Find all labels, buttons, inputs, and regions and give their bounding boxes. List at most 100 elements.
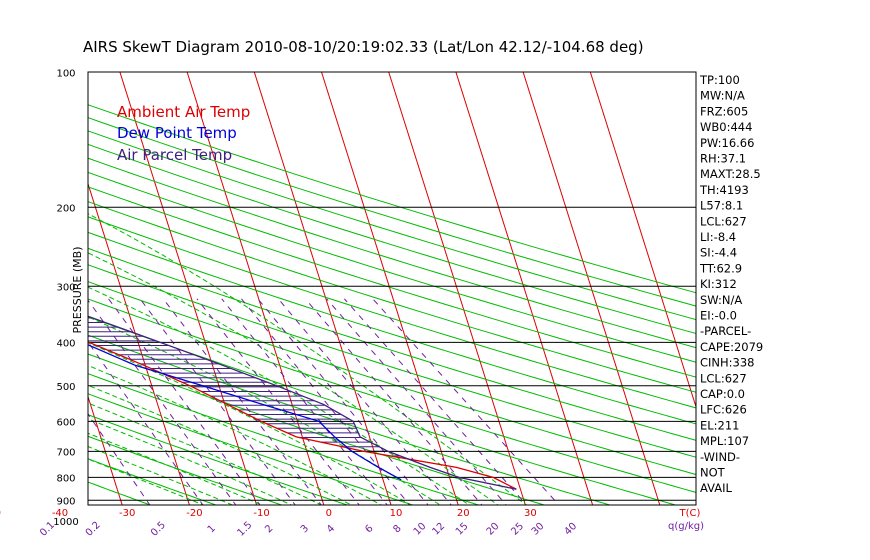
profiles [88, 315, 517, 490]
pressure-tick-label: 300 [56, 282, 75, 293]
dry-adiabat [88, 186, 696, 378]
isotherm-line [119, 72, 258, 505]
dry-adiabat [88, 353, 546, 505]
pressure-tick-label: 100 [56, 68, 75, 79]
mixing-ratio-label: 1.5 [236, 520, 255, 539]
isotherm-line [320, 72, 459, 505]
dry-adiabat [88, 247, 696, 441]
legend-dewpoint: Dew Point Temp [117, 124, 237, 142]
dry-adiabat [88, 117, 696, 307]
index-value: L57:8.1 [700, 199, 743, 213]
index-value: MPL:107 [700, 434, 749, 448]
mixing-ratio-label: 25 [509, 521, 526, 538]
bottom-temp-tick: -50 [0, 508, 1, 519]
index-value: SW:N/A [700, 293, 742, 307]
plot-frame [87, 71, 697, 506]
index-value: -PARCEL- [700, 324, 751, 338]
mixing-ratio-line [88, 341, 204, 505]
pressure-tick-label: 1000 [53, 517, 78, 528]
mixing-unit-label: q(g/kg) [668, 521, 704, 532]
mixing-ratio-label: 0.2 [84, 520, 103, 539]
mixing-ratio-label: 20 [485, 521, 502, 538]
dry-adiabat [88, 130, 696, 321]
dry-adiabat [88, 334, 612, 505]
mixing-ratio-label: 40 [562, 521, 579, 538]
isotherm-line [0, 52, 65, 536]
pressure-tick-label: 200 [56, 203, 75, 214]
mixing-ratio-label: 30 [530, 521, 547, 538]
moist-adiabat [88, 252, 499, 505]
mixing-ratio-label: 12 [430, 521, 447, 538]
bottom-temp-tick: -20 [186, 508, 202, 519]
pressure-tick-label: 700 [56, 447, 75, 458]
isotherm-line [88, 395, 123, 505]
bottom-temp-tick: 0 [326, 508, 332, 519]
mixing-ratio-label: 6 [363, 523, 375, 535]
dry-adiabat [88, 435, 284, 505]
dry-adiabat [88, 231, 696, 425]
index-value: TP:100 [699, 73, 740, 87]
pressure-tick-label: 800 [56, 473, 75, 484]
mixing-ratio-line [344, 298, 528, 505]
index-value: SI:-4.4 [700, 246, 737, 260]
isotherm-line [589, 72, 696, 409]
index-value: EL:211 [700, 418, 740, 432]
mixing-ratio-label: 8 [392, 523, 404, 535]
dry-adiabat [88, 201, 696, 393]
mixing-ratio-line [304, 298, 483, 505]
dewpoint-line [88, 344, 402, 481]
mixing-ratio-line [139, 298, 296, 505]
dry-adiabat [88, 264, 696, 458]
index-value: WB0:444 [700, 120, 752, 134]
dry-adiabat [88, 171, 696, 363]
y-axis-label: PRESSURE (MB) [71, 247, 84, 334]
index-value: NOT [700, 466, 726, 480]
index-value: PW:16.66 [700, 136, 754, 150]
bottom-temp-tick: -40 [52, 508, 68, 519]
isotherm-line [186, 72, 325, 505]
dry-adiabat [88, 104, 696, 294]
mixing-ratio-line [196, 298, 360, 505]
mixing-ratio-line [221, 298, 388, 505]
dry-adiabat [88, 481, 152, 505]
index-value: MAXT:28.5 [700, 167, 761, 181]
isotherm-line [455, 72, 594, 505]
mixing-ratio-label: 1 [206, 523, 218, 535]
moist-adiabat [88, 418, 293, 505]
legend: Ambient Air Temp Dew Point Temp Air Parc… [117, 103, 250, 164]
isotherm-line [522, 72, 661, 505]
dry-adiabat [88, 414, 349, 505]
dry-adiabat [88, 373, 481, 505]
dry-adiabat [88, 216, 696, 409]
axes: 1002003004005006007008009001000-50-40-30… [0, 68, 704, 539]
index-value: LFC:626 [700, 403, 747, 417]
mixing-ratio-line [277, 298, 452, 505]
dry-adiabat [88, 458, 218, 505]
mixing-ratio-line [257, 298, 429, 505]
dry-adiabat [88, 281, 696, 476]
index-value: RH:37.1 [700, 152, 746, 166]
index-value: TH:4193 [699, 183, 749, 197]
bottom-temp-tick: 30 [524, 508, 537, 519]
index-value: CINH:338 [700, 356, 755, 370]
mixing-ratio-label: 3 [299, 523, 311, 535]
index-value: LCL:627 [700, 214, 747, 228]
mixing-ratio-label: 2 [263, 523, 275, 535]
index-value: AVAIL [700, 481, 733, 495]
mixing-ratio-line [372, 298, 560, 505]
isotherm-line [253, 72, 392, 505]
dry-adiabat [88, 157, 696, 349]
legend-parcel: Air Parcel Temp [117, 146, 232, 164]
index-value: LI:-8.4 [700, 230, 736, 244]
bottom-temp-tick: 10 [390, 508, 403, 519]
mixing-ratio-line [241, 298, 411, 505]
moist-adiabat [88, 432, 264, 505]
temp-unit-label: T(C) [679, 508, 701, 519]
bottom-temp-tick: -10 [253, 508, 269, 519]
pressure-tick-label: 400 [56, 338, 75, 349]
mixing-ratio-label: 10 [412, 521, 429, 538]
index-value: CAP:0.0 [700, 387, 745, 401]
dry-adiabat [88, 298, 696, 493]
